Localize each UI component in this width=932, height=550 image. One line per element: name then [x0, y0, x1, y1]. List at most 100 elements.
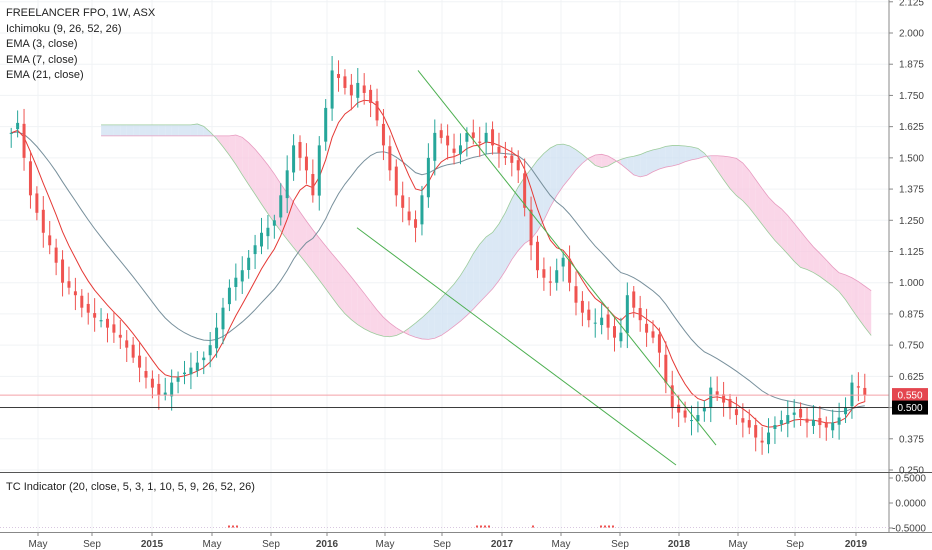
candle-body [805, 418, 809, 423]
time-tick-label: 2016 [316, 539, 339, 550]
candle-body [465, 132, 469, 142]
cloud-segment [665, 145, 673, 168]
cloud-segment [858, 281, 865, 328]
time-tick-label: May [29, 539, 48, 550]
cloud-segment [697, 148, 705, 159]
trendlines [356, 70, 717, 466]
candle-body [786, 415, 790, 424]
candle-body [831, 422, 835, 431]
legend-ichimoku[interactable]: Ichimoku (9, 26, 52, 26) [6, 22, 122, 35]
indicator-tick-label: 0.0000 [895, 499, 926, 510]
candle-body [837, 417, 841, 425]
time-tick-label: Sep [433, 539, 451, 550]
candle-body [41, 209, 45, 233]
cloud-segment [139, 124, 146, 136]
candle-body [125, 340, 129, 348]
cloud-segment [839, 272, 846, 300]
cloud-segment [255, 149, 262, 205]
candle-body [728, 399, 732, 408]
candle-body [510, 155, 514, 163]
chart-legend: FREELANCER FPO, 1W, ASX Ichimoku (9, 26,… [6, 6, 155, 84]
indicator-mark [604, 525, 606, 528]
indicator-tick-label: -0.5000 [892, 524, 926, 535]
legend-ema7[interactable]: EMA (7, close) [6, 53, 78, 66]
price-tick-label: 1.125 [899, 247, 924, 258]
candle-body [61, 259, 65, 283]
candle-body [497, 146, 501, 153]
candle-body [48, 235, 52, 246]
level-price-badge [892, 400, 928, 415]
candle-body [202, 357, 206, 361]
cloud-span-a [101, 123, 872, 338]
candle-body [343, 76, 347, 88]
candle-body [35, 193, 39, 213]
cloud-segment [498, 212, 506, 281]
candle-body [93, 313, 97, 318]
time-tick-label: May [552, 539, 571, 550]
candle-body [414, 219, 418, 228]
cloud-segment [197, 123, 204, 136]
candle-body [227, 287, 231, 305]
candle-body [157, 383, 161, 396]
cloud-segment [774, 203, 782, 248]
cloud-segment [351, 276, 358, 325]
legend-ema3[interactable]: EMA (3, close) [6, 38, 78, 50]
cloud-segment [723, 156, 731, 189]
trendline-lower[interactable] [356, 227, 677, 466]
candle-body [317, 145, 321, 196]
cloud-segment [190, 123, 198, 136]
cloud-segment [685, 145, 692, 162]
candle-body [208, 345, 212, 356]
candle-body [279, 195, 283, 218]
candle-body [394, 166, 398, 196]
indicator-mark [236, 525, 238, 528]
cloud-segment [832, 266, 840, 292]
time-tick-label: Sep [83, 539, 101, 550]
cloud-segment [460, 265, 467, 322]
cloud-segment [216, 135, 223, 147]
symbol-title[interactable]: FREELANCER FPO, 1W, ASX [6, 7, 156, 19]
price-tick-label: 2.000 [899, 29, 924, 40]
cloud-segment [620, 157, 628, 170]
candle-body [670, 385, 674, 408]
candle-body [99, 320, 103, 322]
cloud-segment [633, 154, 641, 177]
candle-body [349, 84, 353, 96]
time-tick-label: May [203, 539, 222, 550]
time-tick-label: 2015 [141, 539, 164, 550]
price-tick-label: 0.750 [899, 341, 924, 352]
cloud-segment [479, 236, 487, 303]
cloud-segment [762, 188, 769, 233]
candlesticks [9, 56, 867, 455]
cloud-segment [434, 298, 442, 339]
indicator-mark [600, 525, 602, 528]
candle-body [439, 130, 443, 138]
candle-body [702, 407, 706, 412]
candle-body [381, 123, 385, 146]
candle-body [677, 404, 681, 413]
legend-ema21[interactable]: EMA (21, close) [6, 69, 84, 81]
trendline-upper[interactable] [417, 70, 717, 446]
candle-body [67, 281, 71, 288]
candle-body [452, 148, 456, 153]
candle-body [863, 387, 867, 396]
tc-indicator-label[interactable]: TC Indicator (20, close, 5, 3, 1, 10, 5,… [6, 481, 255, 493]
indicator-mark [488, 525, 490, 528]
cloud-segment [595, 154, 602, 168]
cloud-segment [312, 229, 320, 281]
cloud-segment [736, 158, 743, 201]
cloud-segment [608, 155, 615, 166]
candle-body [619, 332, 623, 342]
cloud-segment [492, 223, 499, 289]
cloud-segment [409, 323, 416, 338]
candle-body [754, 425, 758, 438]
candle-body [478, 141, 482, 143]
candle-body [22, 123, 26, 158]
cloud-segment [717, 155, 724, 180]
time-axis[interactable]: May Sep 2015 May Sep 2016 May Sep 2017 May Sep 2018… [29, 532, 868, 550]
cloud-segment [511, 186, 519, 260]
cloud-segment [672, 145, 679, 167]
cloud-segment [742, 163, 750, 208]
cloud-segment [165, 124, 172, 136]
